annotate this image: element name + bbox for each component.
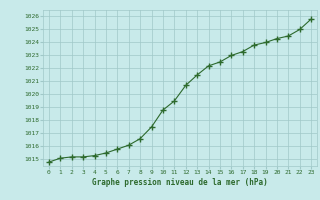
X-axis label: Graphe pression niveau de la mer (hPa): Graphe pression niveau de la mer (hPa)	[92, 178, 268, 187]
